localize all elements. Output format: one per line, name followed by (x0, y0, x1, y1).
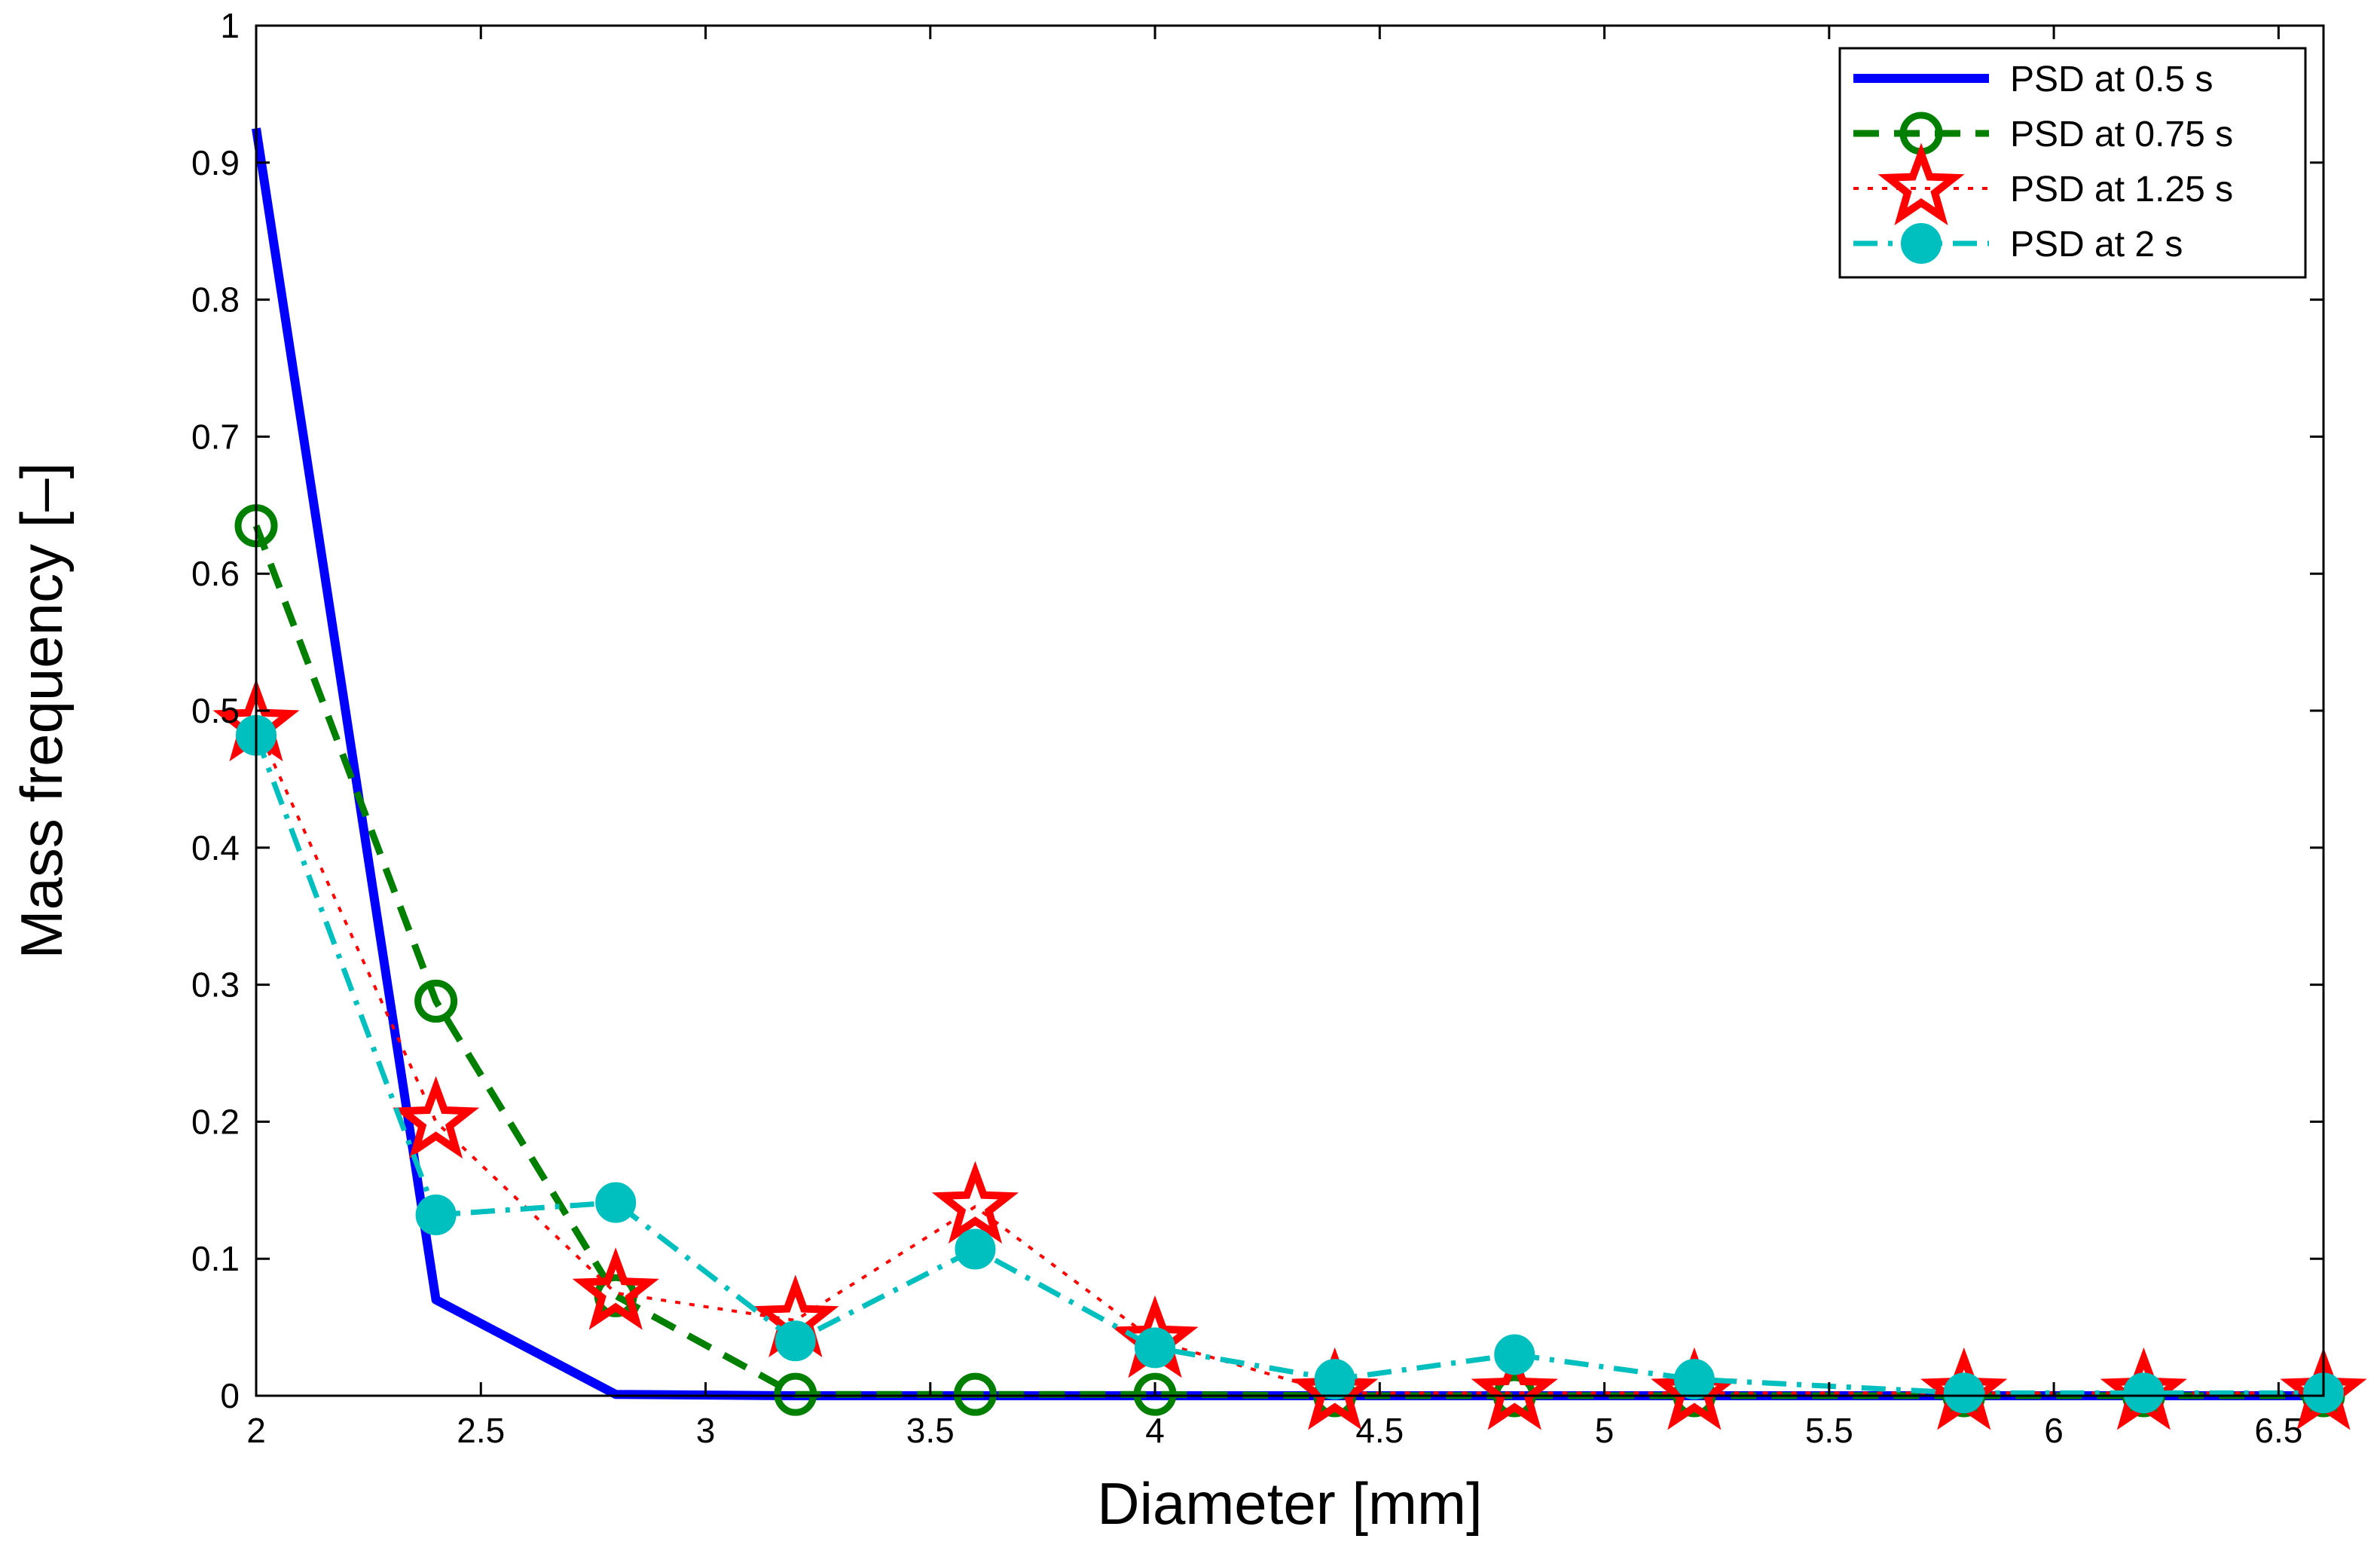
data-point (2123, 1372, 2165, 1414)
data-point (1943, 1372, 1984, 1414)
ticks-layer: 2 2.5 3 3.5 4 4.5 5 5.5 6 6.5 0 0.1 0.2 0.3 0.4 0.5 0.6 0… (191, 6, 2323, 1450)
legend-label: PSD at 0.5 s (2010, 60, 2213, 99)
legend-entry-4: PSD at 2 s (1853, 223, 2183, 265)
data-point (1673, 1359, 1715, 1400)
data-point (1314, 1359, 1355, 1400)
y-tick-label: 0.7 (191, 417, 240, 456)
legend-swatch-marker (1877, 142, 1965, 225)
series-line (255, 723, 2323, 1395)
y-axis-title: Mass frequency [–] (8, 463, 75, 959)
legend-entry-3: PSD at 1.25 s (1853, 142, 2233, 225)
data-point (1471, 1347, 1558, 1430)
data-point (393, 1075, 480, 1159)
data-point (1133, 1372, 1177, 1416)
legend-label: PSD at 2 s (2010, 225, 2183, 265)
y-tick-label: 0.4 (191, 828, 240, 867)
x-tick-label: 6 (2044, 1411, 2064, 1450)
y-tick-label: 0.1 (191, 1239, 240, 1278)
y-tick-label: 0.9 (191, 143, 240, 182)
data-point (572, 1247, 659, 1330)
x-tick-label: 4.5 (1355, 1411, 1404, 1450)
data-point (1494, 1334, 1535, 1375)
y-tick-label: 0.8 (191, 280, 240, 320)
x-tick-label: 5.5 (1805, 1411, 1853, 1450)
legend-swatch-marker (1901, 223, 1942, 264)
y-tick-label: 1 (220, 6, 240, 45)
x-tick-label: 2.5 (457, 1411, 505, 1450)
y-tick-label: 0.2 (191, 1102, 240, 1141)
y-tick-label: 0.5 (191, 691, 240, 730)
data-point (953, 1372, 997, 1416)
data-point (1291, 1347, 1379, 1430)
data-point (595, 1182, 637, 1223)
y-tick-label: 0 (220, 1376, 240, 1415)
legend-label: PSD at 1.25 s (2010, 170, 2233, 210)
x-axis-title: Diameter [mm] (1097, 1470, 1482, 1537)
data-point (774, 1320, 816, 1362)
data-point (415, 1195, 457, 1236)
data-point (774, 1372, 817, 1416)
y-tick-label: 0.6 (191, 554, 240, 593)
series-line (253, 734, 2323, 1396)
series-4 (236, 714, 2344, 1414)
y-tick-label: 0.3 (191, 965, 240, 1005)
x-tick-label: 3.5 (906, 1411, 955, 1450)
data-point (955, 1228, 996, 1270)
data-point (931, 1161, 1019, 1244)
x-tick-label: 6.5 (2254, 1411, 2302, 1450)
x-tick-label: 4 (1145, 1411, 1165, 1450)
x-tick-label: 3 (696, 1411, 716, 1450)
x-tick-label: 2 (246, 1411, 266, 1450)
legend: PSD at 0.5 s PSD at 0.75 s PSD at 1.25 s PS… (1838, 47, 2307, 279)
data-point (414, 979, 458, 1023)
data-point (1135, 1327, 1176, 1369)
legend-entry-1: PSD at 0.5 s (1853, 60, 2213, 99)
legend-entry-2: PSD at 0.75 s (1853, 112, 2233, 155)
legend-label: PSD at 0.75 s (2010, 115, 2233, 154)
x-tick-label: 5 (1595, 1411, 1615, 1450)
